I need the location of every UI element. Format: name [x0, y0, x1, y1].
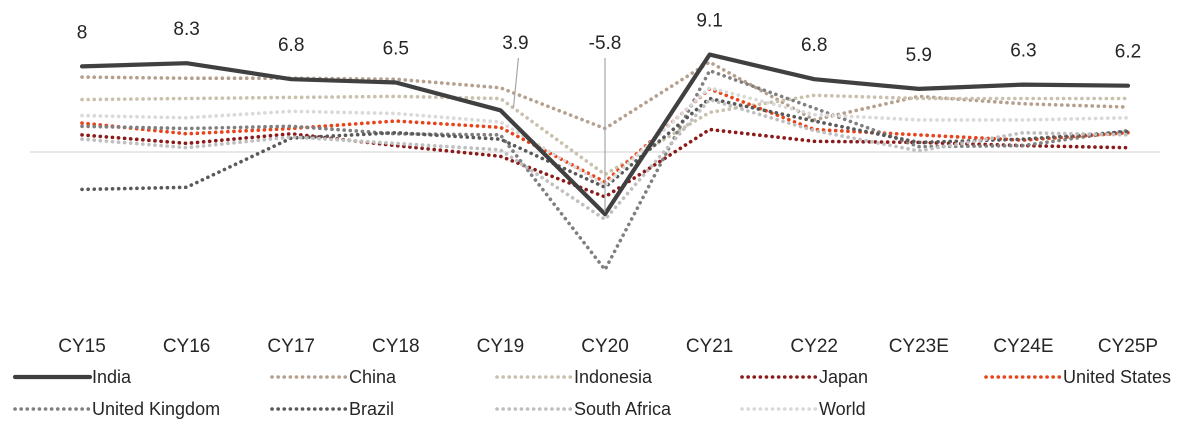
- data-label: 3.9: [502, 33, 528, 54]
- x-tick-label: CY21: [686, 336, 734, 357]
- x-tick-label: CY19: [477, 336, 525, 357]
- data-label: -5.8: [589, 33, 622, 54]
- x-tick-label: CY20: [581, 336, 629, 357]
- data-label: 6.2: [1115, 42, 1141, 63]
- data-label: 6.5: [383, 38, 409, 59]
- x-tick-label: CY24E: [993, 336, 1053, 357]
- legend-label-united-states: United States: [1063, 367, 1171, 387]
- legend-label-japan: Japan: [819, 367, 868, 387]
- x-tick-label: CY25P: [1098, 336, 1158, 357]
- leader-lines: [512, 57, 606, 213]
- legend-label-india: India: [92, 367, 132, 387]
- data-label: 5.9: [906, 45, 932, 66]
- data-label: 8.3: [173, 19, 199, 40]
- x-tick-label: CY17: [267, 336, 315, 357]
- x-tick-label: CY23E: [889, 336, 949, 357]
- leader-line: [512, 57, 519, 109]
- x-tick-label: CY22: [790, 336, 838, 357]
- x-tick-label: CY16: [163, 336, 211, 357]
- data-label: 6.3: [1010, 41, 1036, 62]
- series-line-india: [79, 52, 1131, 217]
- data-label: 8: [77, 22, 88, 43]
- x-tick-label: CY18: [372, 336, 420, 357]
- data-labels: 8 8.3 6.8 6.5 3.9 -5.8 9.1 6.8 5.9 6.3 6.2: [77, 11, 1142, 66]
- data-label: 9.1: [696, 11, 722, 32]
- legend-label-china: China: [349, 367, 397, 387]
- legend-label-indonesia: Indonesia: [574, 367, 653, 387]
- legend-label-brazil: Brazil: [349, 399, 394, 419]
- x-axis-tick-labels: CY15 CY16 CY17 CY18 CY19 CY20 CY21 CY22 CY23E CY2…: [58, 336, 1158, 357]
- legend-label-south-africa: South Africa: [574, 399, 672, 419]
- data-label: 6.8: [278, 35, 304, 56]
- legend-label-united-kingdom: United Kingdom: [92, 399, 220, 419]
- legend: India China Indonesia Japan United States Uni…: [12, 367, 1171, 419]
- x-tick-label: CY15: [58, 336, 106, 357]
- data-label: 6.8: [801, 35, 827, 56]
- series-line-brazil: [80, 96, 1130, 192]
- legend-label-world: World: [819, 399, 866, 419]
